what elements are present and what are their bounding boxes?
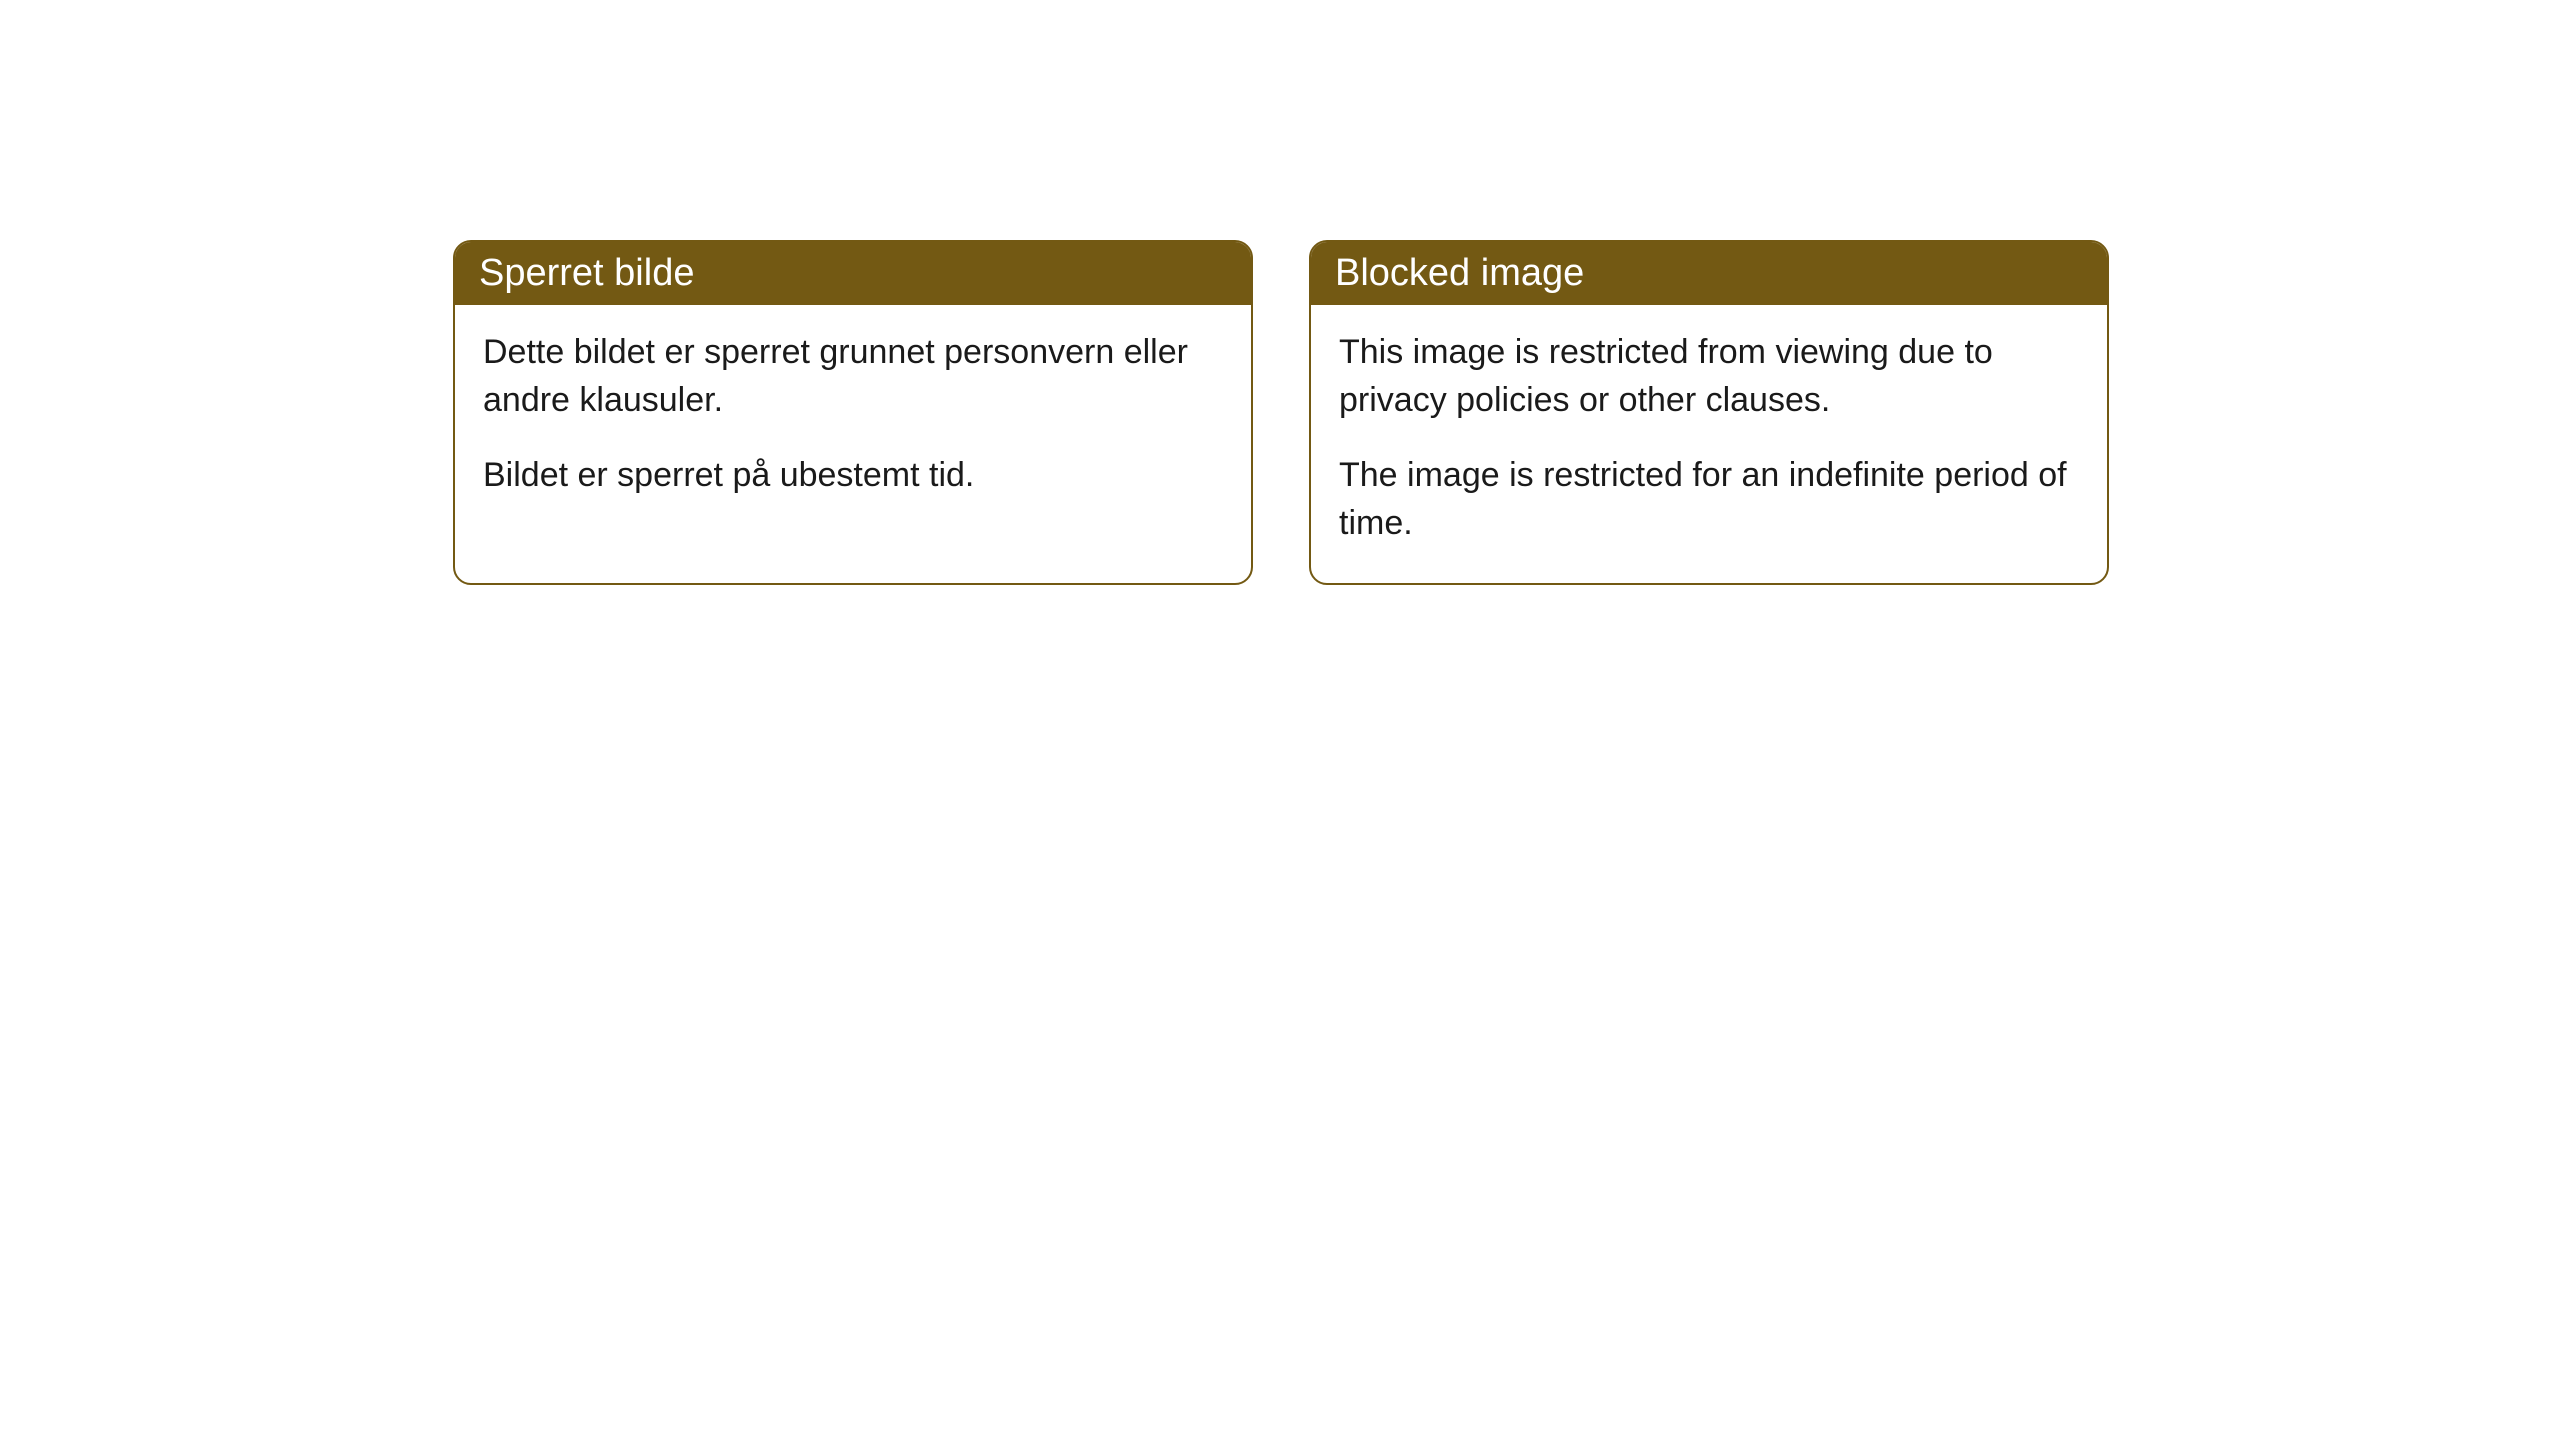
notice-paragraph: This image is restricted from viewing du… [1339, 329, 2079, 424]
notice-card-english: Blocked image This image is restricted f… [1309, 240, 2109, 585]
notice-paragraph: Dette bildet er sperret grunnet personve… [483, 329, 1223, 424]
notice-container: Sperret bilde Dette bildet er sperret gr… [453, 240, 2109, 585]
notice-card-norwegian: Sperret bilde Dette bildet er sperret gr… [453, 240, 1253, 585]
notice-body-norwegian: Dette bildet er sperret grunnet personve… [455, 305, 1251, 536]
notice-header-english: Blocked image [1311, 242, 2107, 305]
notice-header-norwegian: Sperret bilde [455, 242, 1251, 305]
notice-paragraph: The image is restricted for an indefinit… [1339, 452, 2079, 547]
notice-paragraph: Bildet er sperret på ubestemt tid. [483, 452, 1223, 500]
notice-body-english: This image is restricted from viewing du… [1311, 305, 2107, 583]
